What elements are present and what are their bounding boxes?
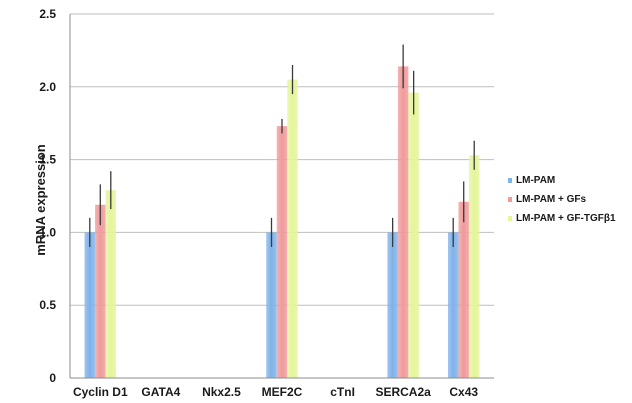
bar [458, 201, 469, 378]
y-tick-labels: 0 0.5 1.0 1.5 2.0 2.5 [39, 7, 56, 385]
axes [69, 14, 494, 379]
x-tick-label: GATA4 [141, 385, 180, 399]
bar [468, 155, 480, 378]
bar [408, 92, 419, 379]
x-tick-label: SERCA2a [375, 385, 431, 399]
x-tick-label: MEF2C [262, 385, 303, 399]
y-tick-label: 0.5 [39, 298, 56, 312]
y-tick-label: 1.5 [39, 153, 56, 167]
y-tick-label: 1.0 [39, 225, 56, 239]
bar [276, 126, 288, 378]
bar [105, 190, 117, 378]
legend-label: LM-PAM + GFs [516, 194, 587, 205]
bar [287, 79, 298, 379]
legend: LM-PAM LM-PAM + GFs LM-PAM + GF-TGFβ1 [508, 175, 616, 224]
x-tick-label: Nkx2.5 [202, 385, 241, 399]
legend-label: LM-PAM + GF-TGFβ1 [516, 213, 616, 224]
x-tick-label: Cyclin D1 [73, 385, 128, 399]
bar [95, 204, 106, 378]
bars [84, 44, 480, 379]
x-tick-labels: Cyclin D1 GATA4 Nkx2.5 MEF2C cTnI SERCA2a Cx43 [73, 385, 478, 399]
y-tick-label: 2.5 [39, 7, 56, 21]
bar [84, 232, 96, 378]
legend-swatch [508, 197, 512, 202]
bar [397, 66, 409, 378]
bar [266, 232, 277, 378]
y-tick-label: 2.0 [39, 80, 56, 94]
y-tick-label: 0 [49, 371, 56, 385]
y-axis-label: mRNA expression [33, 144, 48, 256]
legend-swatch [508, 216, 512, 221]
bar [387, 232, 398, 378]
x-tick-label: cTnI [330, 385, 355, 399]
x-tick-label: Cx43 [449, 385, 478, 399]
legend-swatch [508, 178, 512, 183]
legend-label: LM-PAM [516, 175, 555, 186]
bar [447, 232, 459, 378]
